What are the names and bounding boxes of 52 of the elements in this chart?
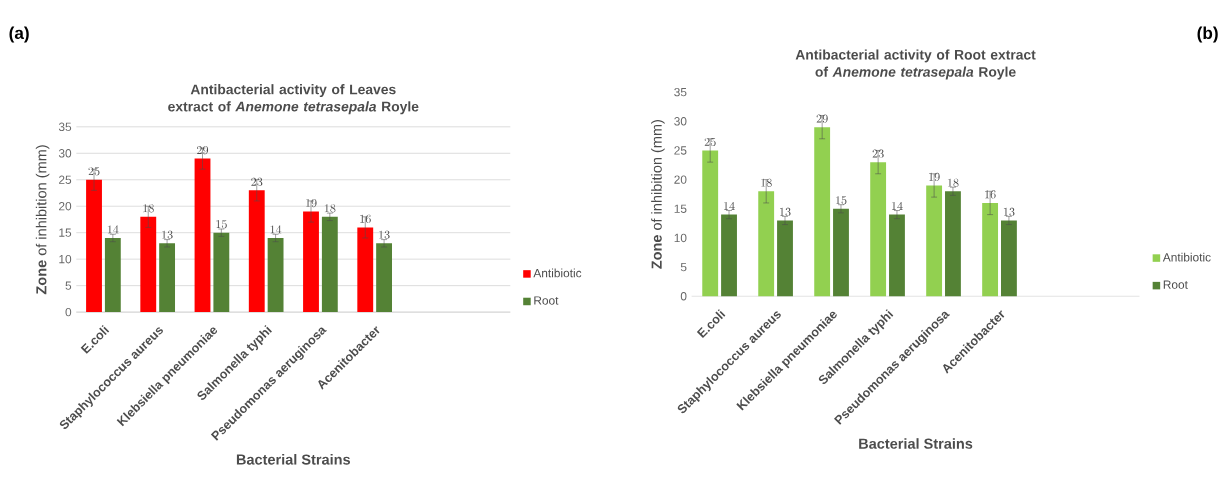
data-label: 16: [360, 214, 371, 223]
text: (b): [1197, 26, 1218, 43]
legend-label: Antibiotic: [1162, 252, 1211, 262]
data-label: 14: [891, 201, 903, 210]
data-label: 14: [724, 201, 735, 210]
data-label: 19: [929, 172, 940, 181]
data-label: 18: [947, 178, 959, 187]
legend-label: Root: [1163, 280, 1188, 289]
y-axis-title: Zone of inhibition (mm): [35, 145, 50, 294]
y-tick-label: 10: [674, 233, 687, 242]
data-label: 18: [761, 178, 772, 187]
chart-title: Antibacterial activity of Root extract of Anemone tetrasepala Royle: [795, 49, 1036, 80]
y-tick-label: 10: [59, 254, 72, 264]
y-tick-label: 5: [65, 281, 72, 290]
y-tick-label: 30: [674, 116, 687, 126]
legend-label: Root: [534, 296, 559, 305]
data-label: 18: [143, 204, 154, 213]
y-tick-label: 30: [58, 148, 72, 158]
text: (a): [9, 26, 29, 43]
data-label: 25: [88, 166, 100, 176]
data-label: 14: [107, 225, 119, 234]
y-tick-label: 35: [58, 122, 72, 131]
y-tick-label: 20: [59, 201, 72, 211]
data-label: 15: [835, 196, 847, 205]
data-label: 25: [704, 137, 716, 146]
y-tick-label: 5: [680, 262, 687, 272]
y-tick-label: 25: [674, 146, 687, 155]
data-label: 13: [779, 207, 791, 216]
y-tick-label: 20: [674, 175, 687, 184]
y-tick-label: 35: [674, 87, 687, 97]
data-label: 23: [872, 149, 884, 158]
y-axis-title: Zone of inhibition (mm): [651, 119, 665, 269]
y-tick-label: 15: [674, 204, 687, 213]
chart-title: Antibacterial activity of Leaves extract of Anemone tetrasepala Royle: [168, 83, 419, 115]
data-label: 16: [985, 190, 996, 199]
data-label: 19: [306, 198, 317, 207]
data-label: 15: [216, 219, 227, 229]
data-label: 13: [379, 230, 390, 239]
x-axis-title: Bacterial Strains: [236, 453, 351, 465]
y-tick-label: 0: [65, 307, 72, 317]
data-label: 29: [816, 114, 828, 123]
data-label: 18: [324, 204, 336, 213]
data-label: 14: [270, 225, 282, 234]
data-label: 13: [162, 230, 173, 239]
y-tick-label: 0: [680, 291, 687, 301]
data-label: 13: [1003, 207, 1015, 216]
y-tick-label: 25: [59, 175, 72, 184]
y-tick-label: 15: [59, 228, 72, 237]
data-label: 29: [197, 145, 209, 154]
x-axis-title: Bacterial Strains: [859, 437, 973, 449]
legend-label: Antibiotic: [533, 268, 582, 278]
data-label: 23: [251, 177, 263, 186]
